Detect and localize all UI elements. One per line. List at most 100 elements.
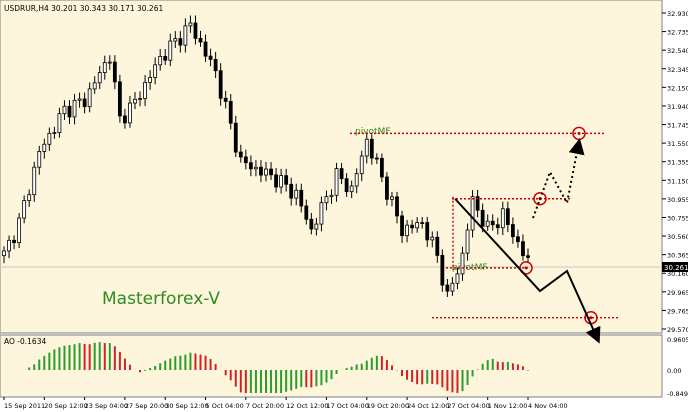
candle-body: [465, 229, 470, 254]
candle-body: [112, 61, 117, 83]
candle-body: [264, 168, 268, 176]
candle-body: [243, 156, 248, 164]
pivot-label-upper: pivotMF: [355, 127, 391, 137]
candle-body: [344, 178, 349, 193]
candle-body: [42, 143, 47, 152]
candle-body: [52, 132, 57, 135]
candle-body: [248, 162, 253, 170]
candle-body: [455, 273, 460, 284]
target-circle-dot: [524, 266, 528, 270]
candle-body: [22, 200, 27, 219]
candle-body: [279, 175, 284, 188]
ao-tick-label: 0.00: [667, 367, 681, 375]
candle-body: [77, 98, 82, 101]
candle-body: [203, 41, 208, 57]
candle-body: [400, 215, 404, 237]
price-tick-label: 31.550: [667, 140, 688, 148]
price-tick-label: 29.965: [667, 289, 688, 297]
candle-body: [163, 55, 168, 61]
time-tick-label: 7 Oct 20:00: [246, 402, 284, 410]
candle-body: [329, 194, 334, 197]
price-tick-label: 29.570: [667, 326, 688, 334]
candles: [2, 15, 530, 297]
candle-body: [415, 222, 420, 229]
candle-body: [153, 64, 158, 78]
price-tick-label: 31.940: [667, 103, 688, 111]
indicator-header: AO -0.1634: [4, 337, 46, 346]
candle-body: [324, 196, 329, 204]
candle-body: [213, 59, 218, 72]
time-tick-label: 27 Oct 04:00: [447, 402, 489, 410]
candle-body: [198, 37, 203, 43]
candle-body: [208, 55, 213, 60]
time-tick-label: 19 Oct 20:00: [367, 402, 409, 410]
candle-body: [274, 174, 278, 188]
candle-body: [37, 150, 42, 168]
candle-body: [470, 196, 475, 231]
candle-body: [7, 239, 11, 252]
candle-body: [223, 97, 228, 102]
candle-body: [138, 98, 142, 100]
candle-body: [299, 189, 304, 207]
candle-body: [420, 222, 425, 224]
candle-body: [430, 236, 435, 241]
candle-body: [102, 62, 107, 73]
target-circle: [533, 191, 547, 206]
candle-body: [143, 81, 147, 99]
candle-body: [319, 202, 324, 225]
candle-body: [390, 196, 394, 200]
symbol-header: USDRUR,H4 30.201 30.343 30.171 30.261: [4, 4, 163, 13]
price-tick-label: 30.955: [667, 196, 688, 204]
candle-body: [359, 155, 364, 175]
candle-body: [188, 22, 193, 27]
candle-body: [425, 222, 430, 241]
candle-body: [379, 157, 384, 178]
candle-body: [12, 239, 16, 244]
projected-path-bull: [532, 138, 585, 219]
candle-body: [364, 138, 369, 157]
current-price-tag: 30.261: [662, 262, 688, 272]
candle-body: [349, 185, 354, 193]
time-tick-label: 30 Sep 12:00: [165, 402, 208, 410]
candle-body: [158, 55, 163, 66]
price-tick-label: 29.765: [667, 307, 688, 315]
annotations: [350, 126, 620, 344]
candle-body: [410, 224, 415, 229]
price-tick-label: 30.560: [667, 233, 688, 241]
main-pane-bg: [0, 0, 663, 334]
candle-body: [334, 168, 339, 196]
time-tick-label: 23 Sep 04:00: [85, 402, 128, 410]
candle-body: [395, 196, 399, 217]
candle-body: [2, 250, 6, 257]
price-tick-label: 30.755: [667, 214, 688, 222]
candle-body: [369, 138, 374, 159]
ao-bars: [28, 342, 529, 393]
candle-body: [148, 77, 153, 83]
candle-body: [289, 183, 294, 199]
price-tick-label: 32.735: [667, 29, 688, 37]
candle-body: [385, 176, 389, 200]
candle-body: [294, 189, 299, 199]
time-tick-label: 17 Oct 04:00: [326, 402, 368, 410]
price-tick-label: 32.345: [667, 66, 688, 74]
current-price-label: 30.261: [664, 264, 688, 272]
candle-body: [133, 98, 137, 104]
time-tick-label: 27 Sep 20:00: [125, 402, 168, 410]
price-tick-label: 32.930: [667, 10, 688, 18]
candle-body: [27, 194, 32, 201]
time-tick-label: 24 Oct 12:00: [407, 402, 449, 410]
candle-body: [440, 255, 445, 286]
target-circle-dot: [577, 131, 581, 135]
candle-body: [450, 282, 455, 292]
time-tick-label: 1 Nov 12:00: [488, 402, 528, 410]
candle-body: [516, 236, 520, 243]
candle-body: [284, 175, 289, 185]
candle-body: [97, 72, 102, 84]
candle-body: [339, 168, 344, 180]
candle-body: [374, 157, 379, 160]
candle-body: [526, 255, 530, 258]
time-tick-label: 12 Oct 12:00: [286, 402, 328, 410]
ao-tick-label: -0.8492: [667, 390, 688, 398]
candle-body: [505, 208, 510, 225]
